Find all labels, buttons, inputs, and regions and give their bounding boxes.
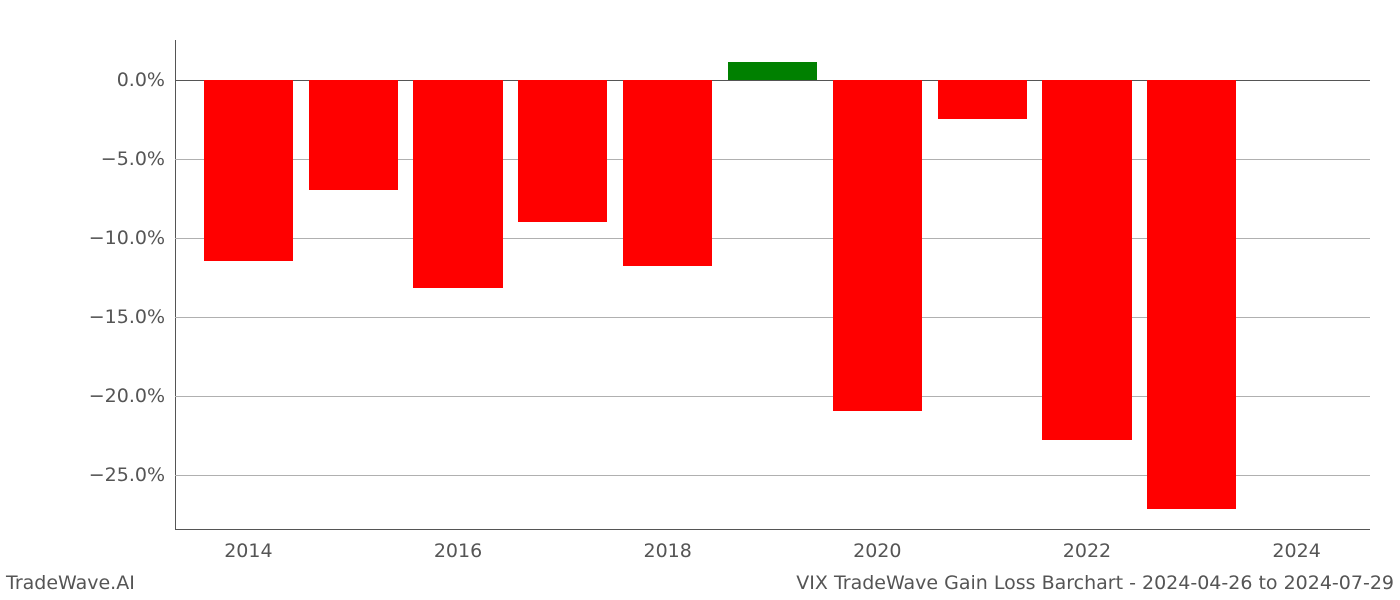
chart-container: 0.0% −5.0% −10.0% −15.0% −20.0% −25.0% 2014 201… <box>0 0 1400 600</box>
y-tick-label: −25.0% <box>89 464 175 486</box>
bar <box>1147 80 1236 510</box>
y-tick-label: −5.0% <box>101 148 175 170</box>
bar <box>518 80 607 222</box>
y-tick-label: −10.0% <box>89 227 175 249</box>
y-tick-label: −20.0% <box>89 385 175 407</box>
bar <box>309 80 398 191</box>
footer-left-text: TradeWave.AI <box>6 572 135 594</box>
y-tick-label: −15.0% <box>89 306 175 328</box>
bar <box>204 80 293 262</box>
bar <box>938 80 1027 120</box>
footer-right-text: VIX TradeWave Gain Loss Barchart - 2024-… <box>796 572 1394 594</box>
x-tick-label: 2018 <box>643 530 691 562</box>
bar <box>1042 80 1131 440</box>
x-tick-label: 2024 <box>1272 530 1320 562</box>
bar <box>623 80 712 267</box>
axis-spine-left <box>175 40 176 530</box>
x-tick-label: 2016 <box>434 530 482 562</box>
bar <box>833 80 922 412</box>
y-tick-label: 0.0% <box>117 69 175 91</box>
bar <box>728 62 817 79</box>
x-tick-label: 2020 <box>853 530 901 562</box>
plot-area: 0.0%−5.0%−10.0%−15.0%−20.0%−25.0%2014201… <box>175 40 1370 530</box>
bar <box>413 80 502 289</box>
x-tick-label: 2022 <box>1063 530 1111 562</box>
axis-spine-bottom <box>175 529 1370 530</box>
x-tick-label: 2014 <box>224 530 272 562</box>
